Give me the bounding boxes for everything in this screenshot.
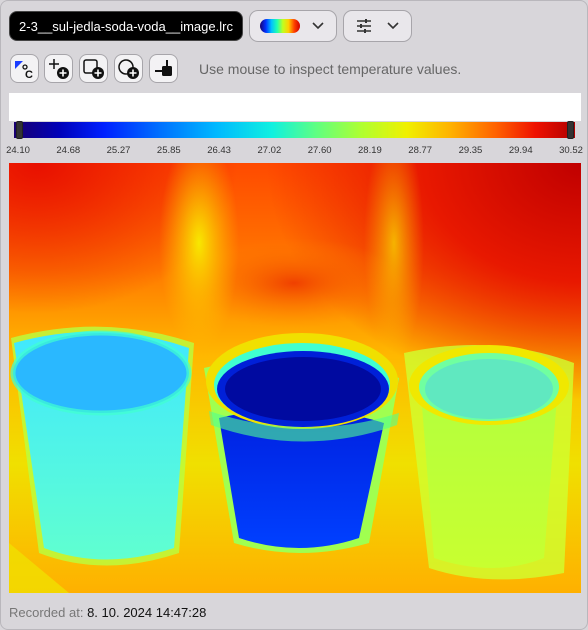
scale-tick-labels: 24.10 24.68 25.27 25.85 26.43 27.02 27.60 28.19… [1, 145, 587, 159]
add-point-icon [48, 58, 69, 79]
scale-tick-label: 25.27 [106, 145, 131, 156]
add-ellipse-icon [117, 58, 139, 79]
range-min-handle[interactable] [16, 121, 23, 139]
add-ellipse-button[interactable] [114, 54, 143, 83]
palette-dropdown[interactable] [249, 10, 337, 42]
recorded-at-label: Recorded at: [9, 605, 84, 620]
rainbow-palette-icon [260, 19, 300, 33]
sliders-icon [357, 19, 371, 33]
scale-tick-label: 27.60 [307, 145, 332, 156]
scale-tick-label: 27.02 [257, 145, 282, 156]
scale-tick-label: 29.94 [508, 145, 533, 156]
chevron-down-icon [387, 22, 399, 30]
chevron-down-icon [312, 22, 324, 30]
range-max-handle[interactable] [567, 121, 574, 139]
recorded-at: Recorded at: 8. 10. 2024 14:47:28 [9, 605, 206, 620]
inspect-hint: Use mouse to inspect temperature values. [199, 61, 462, 77]
svg-text:C: C [25, 69, 33, 80]
scale-tick-label: 29.35 [458, 145, 483, 156]
scale-tick-label: 24.68 [56, 145, 81, 156]
add-point-button[interactable] [44, 54, 73, 83]
scale-tick-label: 28.77 [408, 145, 433, 156]
temperature-unit-icon: C [14, 60, 33, 80]
scale-tick-label: 28.19 [358, 145, 382, 156]
histogram-area [9, 93, 581, 121]
scale-tick-label: 25.85 [156, 145, 181, 156]
add-line-button[interactable] [149, 54, 178, 83]
scale-tick-label: 26.43 [207, 145, 231, 156]
add-rectangle-icon [82, 58, 104, 79]
file-name-badge[interactable]: 2-3__sul-jedla-soda-voda__image.lrc [9, 11, 243, 41]
add-rectangle-button[interactable] [79, 54, 108, 83]
scale-tick-label: 30.52 [559, 145, 583, 156]
temperature-unit-button[interactable]: C [10, 54, 39, 83]
thermal-image[interactable] [9, 163, 581, 593]
temperature-scale-bar [14, 122, 575, 138]
recorded-at-value: 8. 10. 2024 14:47:28 [87, 605, 207, 620]
settings-dropdown[interactable] [343, 10, 412, 42]
add-line-icon [154, 59, 172, 76]
scale-tick-label: 24.10 [6, 145, 30, 156]
